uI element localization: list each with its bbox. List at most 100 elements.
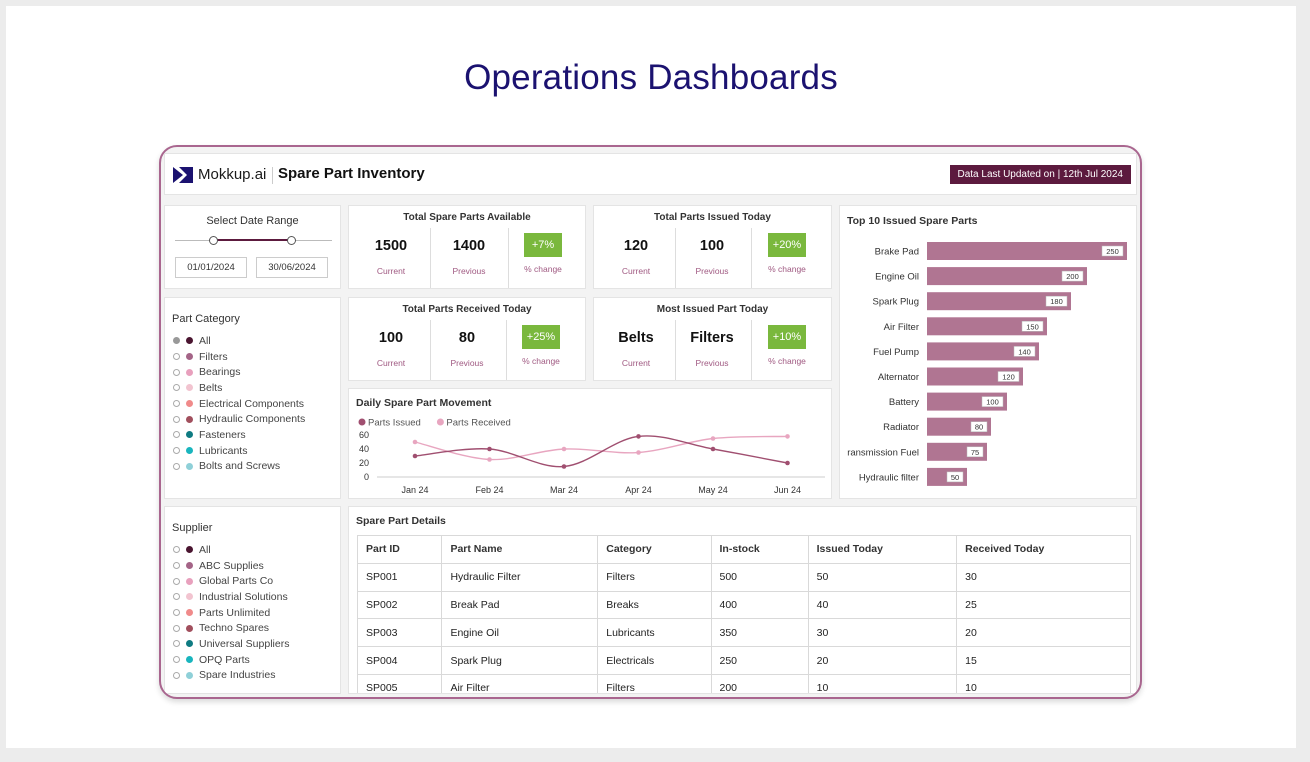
radio-button[interactable] — [173, 462, 180, 470]
column-header[interactable]: In-stock — [710, 535, 809, 564]
radio-button[interactable] — [173, 384, 180, 392]
daily-movement-chart-panel: Daily Spare Part Movement Parts Issued Pa… — [348, 388, 832, 499]
bar-category-label: Fuel Pump — [873, 347, 919, 358]
column-header[interactable]: Part ID — [356, 535, 443, 564]
table-row[interactable]: SP004 Spark Plug Electricals 250 20 15 — [356, 646, 1131, 675]
bar-chart: Brake Pad 250 Engine Oil 200 Spark Plug 180 Ai… — [847, 242, 1127, 486]
bar-value-box — [997, 371, 1020, 382]
radio-button[interactable] — [173, 656, 180, 664]
date-slider-start-handle[interactable] — [209, 236, 218, 245]
x-tick-label: May 24 — [698, 485, 728, 495]
radio-button[interactable] — [173, 431, 180, 439]
kpi-divider — [675, 228, 676, 288]
bar-value-label: 150 — [1026, 322, 1039, 331]
supplier-option[interactable]: ABC Supplies — [173, 558, 289, 574]
supplier-option[interactable]: Industrial Solutions — [173, 589, 289, 605]
radio-button[interactable] — [173, 562, 180, 570]
table-cell: SP001 — [356, 562, 443, 592]
supplier-option[interactable]: Universal Suppliers — [173, 636, 289, 652]
table-row[interactable]: SP002 Break Pad Breaks 400 40 25 — [356, 590, 1131, 620]
data-point — [636, 434, 641, 439]
kpi-current-value: 120 — [623, 238, 649, 254]
table-cell: SP002 — [356, 590, 443, 620]
part-category-option[interactable]: All — [173, 333, 305, 349]
color-swatch — [186, 577, 193, 585]
column-header[interactable]: Received Today — [956, 535, 1131, 564]
radio-button[interactable] — [173, 546, 180, 554]
kpi-current-label: Current — [621, 266, 651, 276]
column-header[interactable]: Part Name — [441, 535, 599, 564]
table-row[interactable]: SP003 Engine Oil Lubricants 350 30 20 — [356, 618, 1131, 648]
option-label: Filters — [199, 350, 228, 363]
table-row[interactable]: SP005 Air Filter Filters 200 10 10 — [356, 673, 1131, 693]
bar-value-box — [970, 421, 988, 432]
supplier-option[interactable]: Techno Spares — [173, 620, 289, 636]
part-category-option[interactable]: Filters — [173, 349, 305, 365]
radio-button[interactable] — [173, 400, 180, 408]
part-category-option[interactable]: Belts — [173, 380, 305, 396]
color-swatch — [186, 462, 193, 470]
spare-part-table: Part ID Part Name Category In-stock Issued T… — [356, 535, 1131, 693]
date-slider-end-handle[interactable] — [287, 236, 296, 245]
date-range-panel: Select Date Range 01/01/2024 30/06/2024 — [164, 205, 341, 289]
kpi-previous-label: Previous — [450, 358, 484, 368]
y-tick-label: 60 — [359, 430, 369, 440]
table-cell: 400 — [710, 590, 809, 620]
bar-category-label: Spark Plug — [873, 297, 919, 308]
supplier-option[interactable]: Spare Industries — [173, 668, 289, 684]
bar-value-label: 80 — [975, 423, 983, 432]
data-point — [710, 436, 716, 441]
kpi-divider — [675, 320, 676, 380]
kpi-title: Total Spare Parts Available — [403, 212, 531, 223]
supplier-option[interactable]: All — [173, 542, 289, 558]
radio-button[interactable] — [173, 415, 180, 423]
date-range-title: Select Date Range — [206, 215, 299, 227]
part-category-option[interactable]: Hydraulic Components — [173, 411, 305, 427]
bar-value-label: 200 — [1066, 272, 1079, 281]
start-date-input[interactable]: 01/01/2024 — [175, 257, 247, 278]
kpi-previous-value: Filters — [690, 330, 734, 346]
part-category-option[interactable]: Lubricants — [173, 443, 305, 459]
table-cell: 15 — [956, 646, 1131, 675]
option-label: OPQ Parts — [199, 653, 250, 666]
part-category-list: All Filters Bearings Belts Electrical Compon… — [173, 333, 305, 474]
kpi-divider — [430, 320, 431, 380]
table-cell: 40 — [807, 590, 958, 620]
supplier-title: Supplier — [172, 522, 213, 534]
color-swatch — [186, 624, 193, 632]
kpi-divider — [430, 228, 431, 288]
part-category-option[interactable]: Electrical Components — [173, 396, 305, 412]
radio-button[interactable] — [173, 447, 180, 455]
color-swatch — [186, 368, 193, 376]
supplier-option[interactable]: Global Parts Co — [173, 573, 289, 589]
supplier-option[interactable]: Parts Unlimited — [173, 605, 289, 621]
kpi-title: Most Issued Part Today — [656, 304, 769, 315]
bar-value-label: 140 — [1018, 347, 1031, 356]
supplier-option[interactable]: OPQ Parts — [173, 652, 289, 668]
part-category-option[interactable]: Bolts and Screws — [173, 459, 305, 475]
dashboard-header: Mokkup.ai Spare Part Inventory Data Last… — [164, 153, 1137, 195]
radio-button[interactable] — [173, 671, 180, 679]
end-date-input[interactable]: 30/06/2024 — [256, 257, 328, 278]
kpi-previous-label: Previous — [452, 266, 486, 276]
radio-button[interactable] — [173, 624, 180, 632]
radio-button[interactable] — [173, 593, 180, 601]
table-cell: Air Filter — [441, 673, 599, 693]
series-line-parts-issued — [414, 435, 788, 468]
table-row[interactable]: SP001 Hydraulic Filter Filters 500 50 30 — [356, 562, 1131, 592]
color-swatch — [186, 640, 193, 648]
y-tick-label: 20 — [359, 458, 369, 468]
page: Operations Dashboards Mokkup.ai Spare Pa… — [6, 6, 1296, 748]
radio-button[interactable] — [173, 577, 180, 585]
part-category-option[interactable]: Bearings — [173, 364, 305, 380]
radio-button[interactable] — [173, 353, 180, 361]
column-header[interactable]: Category — [597, 535, 712, 564]
part-category-option[interactable]: Fasteners — [173, 427, 305, 443]
kpi-current-value: 100 — [378, 330, 404, 346]
bar-category-label: Engine Oil — [875, 272, 919, 283]
column-header[interactable]: Issued Today — [807, 535, 958, 564]
radio-button[interactable] — [173, 640, 180, 648]
radio-button[interactable] — [173, 609, 180, 617]
radio-button[interactable] — [173, 368, 180, 376]
radio-button[interactable] — [173, 337, 180, 345]
